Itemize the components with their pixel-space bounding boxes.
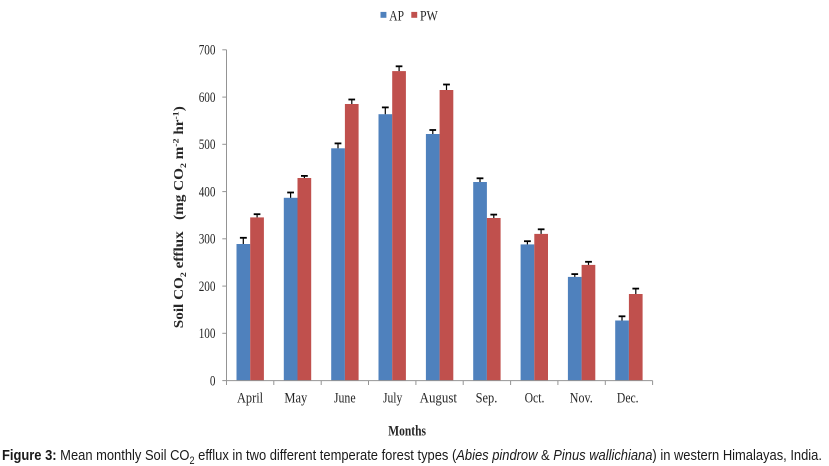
svg-text:600: 600 — [199, 90, 216, 106]
svg-text:200: 200 — [199, 279, 216, 295]
svg-text:300: 300 — [199, 232, 216, 248]
svg-text:Dec.: Dec. — [617, 391, 639, 407]
svg-text:AP: AP — [389, 9, 404, 25]
svg-text:Oct.: Oct. — [525, 391, 545, 407]
svg-text:400: 400 — [199, 184, 216, 200]
svg-text:700: 700 — [199, 43, 216, 59]
svg-text:April: April — [237, 391, 263, 407]
svg-text:PW: PW — [420, 9, 438, 25]
svg-text:Sep.: Sep. — [476, 391, 498, 407]
svg-text:100: 100 — [199, 326, 216, 342]
svg-text:0: 0 — [210, 373, 216, 389]
svg-text:July: July — [383, 391, 403, 407]
svg-text:Soil CO2 efflux (mg CO2 m-2 h: Soil CO2 efflux (mg CO2 m-2 hr-1) — [171, 106, 188, 328]
svg-text:Nov.: Nov. — [570, 391, 593, 407]
svg-text:May: May — [284, 391, 308, 407]
svg-text:June: June — [334, 391, 356, 407]
svg-text:500: 500 — [199, 137, 216, 153]
svg-text:August: August — [420, 391, 457, 407]
svg-text:Months: Months — [388, 424, 426, 440]
